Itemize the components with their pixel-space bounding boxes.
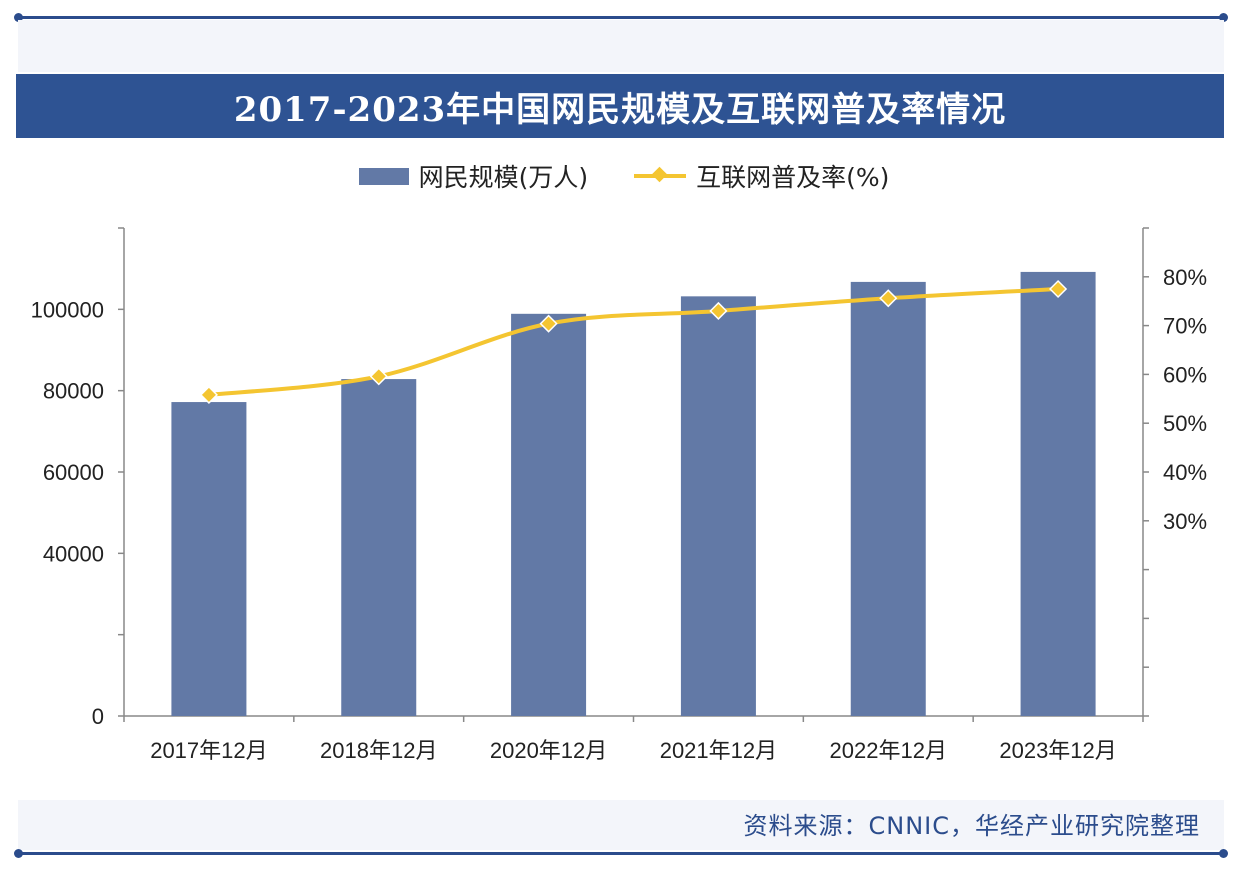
line-point — [199, 385, 218, 404]
y-right-tick-label: 50% — [1163, 411, 1207, 436]
legend-line-swatch — [634, 174, 687, 178]
bar — [171, 402, 247, 716]
line-point — [879, 289, 898, 308]
bottom-rule — [14, 849, 1228, 858]
x-tick-label: 2020年12月 — [490, 738, 607, 763]
y-right-tick-label: 70% — [1163, 314, 1207, 339]
title-bar: 2017-2023年中国网民规模及互联网普及率情况 — [16, 74, 1224, 138]
line-point — [1049, 279, 1068, 299]
y-right-tick-label: 30% — [1163, 509, 1207, 534]
x-tick-label: 2018年12月 — [320, 738, 437, 763]
legend-item-bar: 网民规模(万人) — [358, 158, 589, 194]
legend-item-line: 互联网普及率(%) — [634, 158, 889, 194]
chart-title: 2017-2023年中国网民规模及互联网普及率情况 — [233, 89, 1007, 130]
bar — [1020, 271, 1096, 716]
y-left-tick-label: 0 — [92, 704, 104, 729]
line-point — [539, 314, 558, 333]
y-left-tick-label: 100000 — [31, 297, 104, 322]
y-right-tick-label: 40% — [1163, 460, 1207, 485]
y-right-tick-label: 80% — [1163, 265, 1207, 290]
bar — [511, 313, 587, 716]
x-tick-label: 2021年12月 — [660, 738, 777, 763]
bar — [341, 379, 417, 716]
y-left-tick-label: 80000 — [43, 379, 104, 404]
x-tick-label: 2022年12月 — [830, 738, 947, 763]
x-tick-label: 2023年12月 — [999, 738, 1116, 763]
legend-line-label: 互联网普及率(%) — [696, 163, 890, 192]
line-point — [709, 301, 728, 321]
top-rule — [14, 13, 1228, 22]
header-band — [18, 20, 1224, 72]
x-tick-label: 2017年12月 — [150, 738, 267, 763]
y-left-tick-label: 40000 — [43, 541, 104, 566]
bar — [680, 296, 756, 716]
y-left-tick-label: 60000 — [43, 460, 104, 485]
line-series-path — [208, 287, 1059, 397]
chart-legend: 网民规模(万人) 互联网普及率(%) — [0, 156, 1248, 196]
y-right-tick-label: 60% — [1163, 362, 1207, 387]
bar — [850, 281, 926, 716]
source-note: 资料来源：CNNIC，华经产业研究院整理 — [743, 812, 1200, 840]
line-point — [369, 367, 388, 386]
legend-bar-label: 网民规模(万人) — [418, 163, 589, 192]
footer-band — [18, 800, 1224, 850]
legend-bar-swatch — [358, 167, 409, 185]
